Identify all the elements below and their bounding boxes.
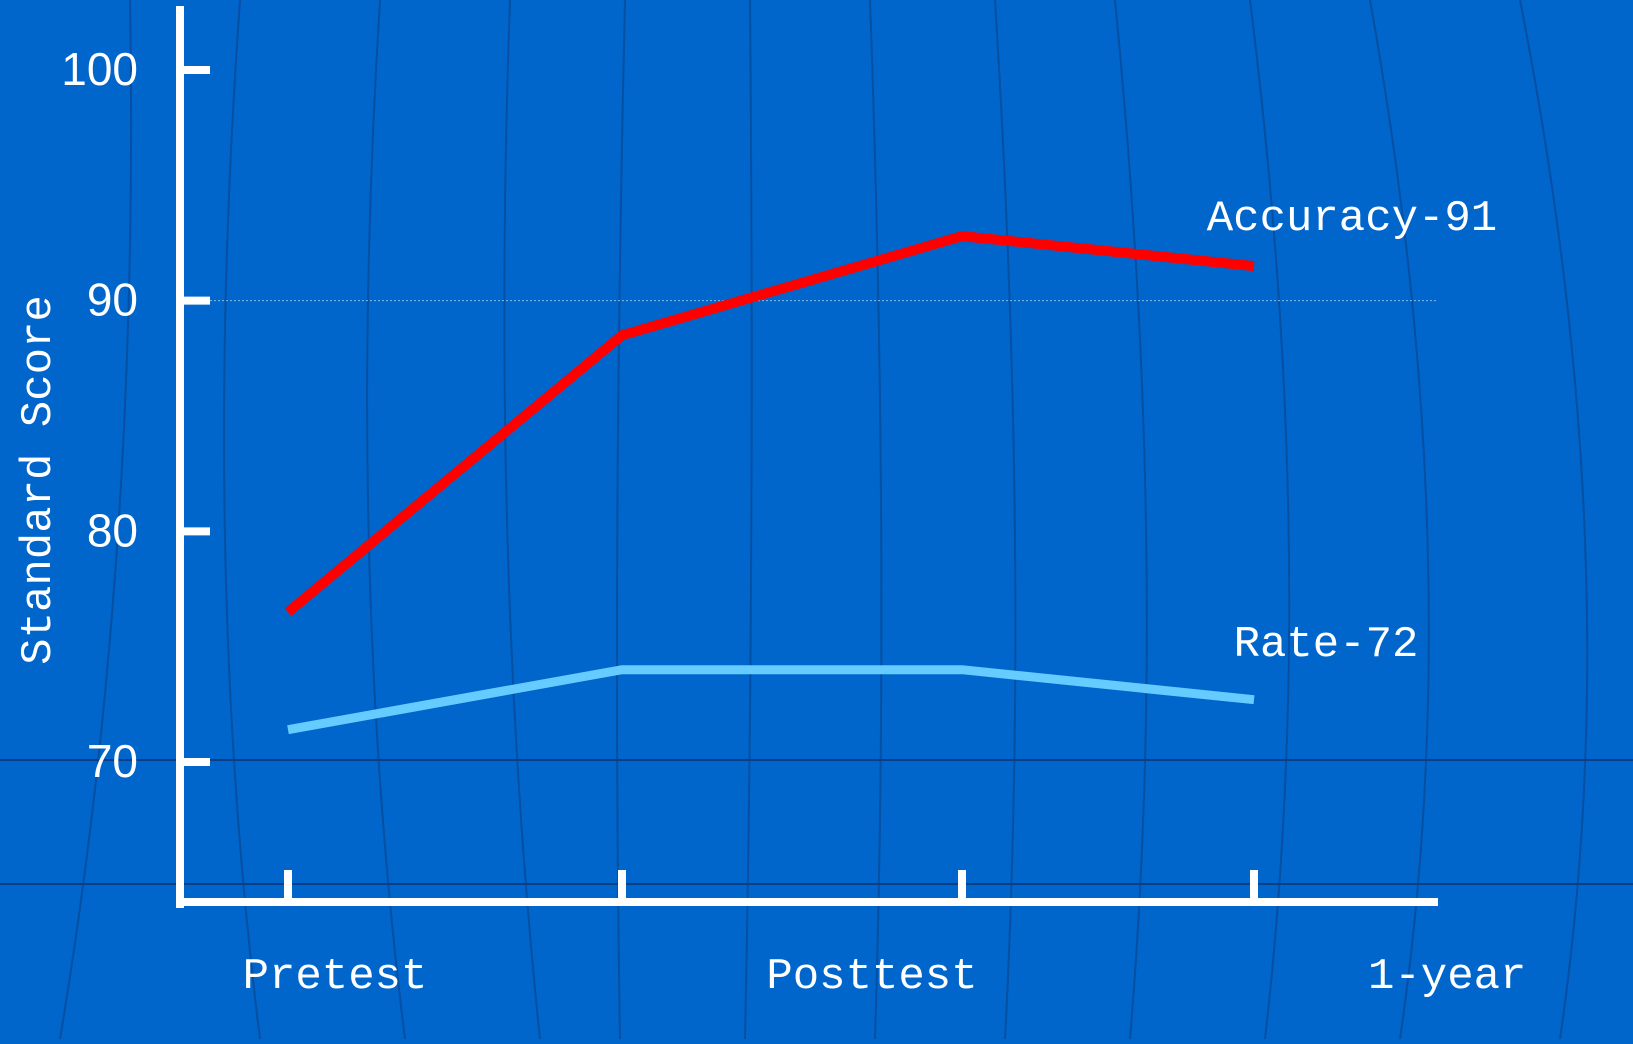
series-line-2 — [288, 670, 1254, 730]
x-label-pretest: Pretest — [243, 952, 428, 1002]
x-label-posttest: Posttest — [766, 952, 977, 1002]
y-tick-label-100: 100 — [61, 43, 138, 95]
series-label-1: Accuracy-91 — [1207, 194, 1497, 244]
series-line-1 — [288, 236, 1254, 612]
x-label-1-year: 1-year — [1368, 952, 1526, 1002]
y-axis-title: Standard Score — [14, 295, 64, 665]
y-tick-label-80: 80 — [87, 504, 138, 556]
y-tick-label-90: 90 — [87, 274, 138, 326]
series-group — [288, 236, 1254, 730]
series-label-2: Rate-72 — [1234, 620, 1419, 670]
y-tick-label-70: 70 — [87, 735, 138, 787]
axes-group — [180, 10, 1438, 904]
